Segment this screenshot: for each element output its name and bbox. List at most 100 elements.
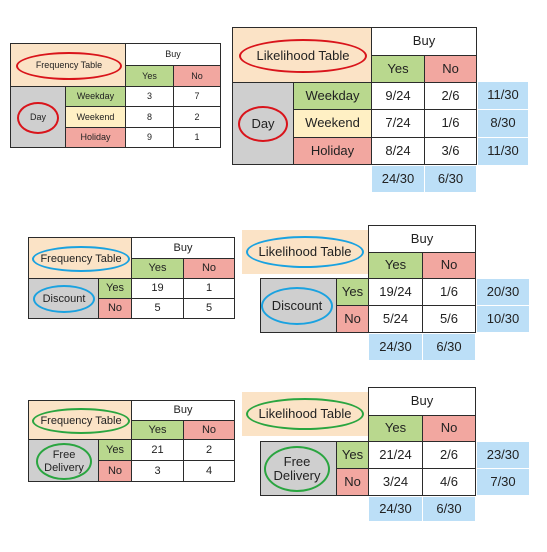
cell-value: 19 xyxy=(131,278,184,299)
attribute-cell: Day xyxy=(10,86,66,148)
row-label: Holiday xyxy=(65,127,126,148)
cell-value: 19/24 xyxy=(368,278,423,306)
table-title: Likelihood Table xyxy=(258,405,352,421)
yes-header: Yes xyxy=(131,420,184,440)
no-header: No xyxy=(422,252,476,279)
table-title-cell: Likelihood Table xyxy=(242,392,368,436)
highlight-oval: Free Delivery xyxy=(264,446,330,492)
cell-value: 21 xyxy=(131,439,184,461)
attribute-label: Delivery xyxy=(44,461,84,474)
cell-value: 3/6 xyxy=(424,137,477,165)
table-title: Likelihood Table xyxy=(258,243,352,259)
column-total: 6/30 xyxy=(423,334,475,360)
yes-header: Yes xyxy=(368,252,423,279)
row-label: Weekend xyxy=(293,109,372,138)
column-total: 6/30 xyxy=(423,497,475,521)
highlight-oval: Frequency Table xyxy=(32,246,130,272)
row-total: 20/30 xyxy=(477,279,529,305)
highlight-oval: Likelihood Table xyxy=(246,236,364,268)
row-label: No xyxy=(98,298,132,319)
table-title-cell: Frequency Table xyxy=(28,237,132,279)
yes-header: Yes xyxy=(371,55,425,83)
column-total: 24/30 xyxy=(369,334,422,360)
row-total: 11/30 xyxy=(478,138,528,165)
row-total: 23/30 xyxy=(477,442,529,468)
attribute-label: Free xyxy=(52,449,76,462)
cell-value: 2 xyxy=(183,439,235,461)
row-label: Yes xyxy=(336,441,369,469)
cell-value: 1/6 xyxy=(424,109,477,138)
highlight-oval: Discount xyxy=(261,287,333,325)
cell-value: 3 xyxy=(131,460,184,482)
buy-header: Buy xyxy=(125,43,221,66)
cell-value: 1/6 xyxy=(422,278,476,306)
yes-header: Yes xyxy=(131,258,184,279)
cell-value: 5/6 xyxy=(422,305,476,333)
cell-value: 2/6 xyxy=(422,441,476,469)
cell-value: 9/24 xyxy=(371,82,425,110)
cell-value: 3/24 xyxy=(368,468,423,496)
row-label: Yes xyxy=(336,278,369,306)
table-title-cell: Likelihood Table xyxy=(232,27,372,83)
row-total: 10/30 xyxy=(477,306,529,332)
row-label: Weekday xyxy=(65,86,126,107)
cell-value: 5 xyxy=(131,298,184,319)
cell-value: 1 xyxy=(173,127,221,148)
buy-header: Buy xyxy=(371,27,477,56)
row-total: 7/30 xyxy=(477,469,529,495)
highlight-oval: Likelihood Table xyxy=(239,39,367,73)
cell-value: 4 xyxy=(183,460,235,482)
attribute-label: Free xyxy=(283,453,311,469)
no-header: No xyxy=(173,65,221,87)
table-title: Frequency Table xyxy=(35,60,103,71)
highlight-oval: Free Delivery xyxy=(36,443,92,480)
attribute-label: Day xyxy=(29,112,46,123)
attribute-label: Day xyxy=(251,115,275,131)
row-total: 8/30 xyxy=(478,110,528,137)
row-label: Holiday xyxy=(293,137,372,165)
attribute-cell: Day xyxy=(232,82,294,165)
attribute-label: Delivery xyxy=(273,468,321,483)
highlight-oval: Discount xyxy=(33,285,95,313)
row-total: 11/30 xyxy=(478,82,528,109)
buy-header: Buy xyxy=(131,400,235,421)
buy-header: Buy xyxy=(368,387,476,416)
column-total: 24/30 xyxy=(372,166,424,192)
highlight-oval: Likelihood Table xyxy=(246,398,364,430)
highlight-oval: Day xyxy=(17,102,59,134)
no-header: No xyxy=(183,420,235,440)
highlight-oval: Frequency Table xyxy=(32,408,130,434)
table-title-cell: Frequency Table xyxy=(10,43,126,87)
cell-value: 2/6 xyxy=(424,82,477,110)
column-total: 6/30 xyxy=(425,166,476,192)
cell-value: 5 xyxy=(183,298,235,319)
attribute-cell: Discount xyxy=(28,278,99,319)
no-header: No xyxy=(183,258,235,279)
table-title-cell: Frequency Table xyxy=(28,400,132,440)
highlight-oval: Frequency Table xyxy=(16,52,122,80)
table-title: Frequency Table xyxy=(40,252,122,265)
cell-value: 3 xyxy=(125,86,174,107)
no-header: No xyxy=(424,55,477,83)
cell-value: 1 xyxy=(183,278,235,299)
row-label: No xyxy=(336,468,369,496)
buy-header: Buy xyxy=(368,225,476,253)
highlight-oval: Day xyxy=(238,106,288,142)
cell-value: 8/24 xyxy=(371,137,425,165)
table-title: Frequency Table xyxy=(40,414,122,427)
yes-header: Yes xyxy=(125,65,174,87)
attribute-label: Discount xyxy=(271,297,323,313)
attribute-cell: Discount xyxy=(260,278,337,333)
column-total: 24/30 xyxy=(369,497,422,521)
table-title-cell: Likelihood Table xyxy=(242,230,368,274)
attribute-label: Discount xyxy=(42,292,86,305)
row-label: Yes xyxy=(98,278,132,299)
row-label: No xyxy=(98,460,132,482)
cell-value: 21/24 xyxy=(368,441,423,469)
cell-value: 7 xyxy=(173,86,221,107)
no-header: No xyxy=(422,415,476,442)
attribute-cell: Free Delivery xyxy=(28,439,99,482)
attribute-cell: Free Delivery xyxy=(260,441,337,496)
row-label: No xyxy=(336,305,369,333)
cell-value: 7/24 xyxy=(371,109,425,138)
